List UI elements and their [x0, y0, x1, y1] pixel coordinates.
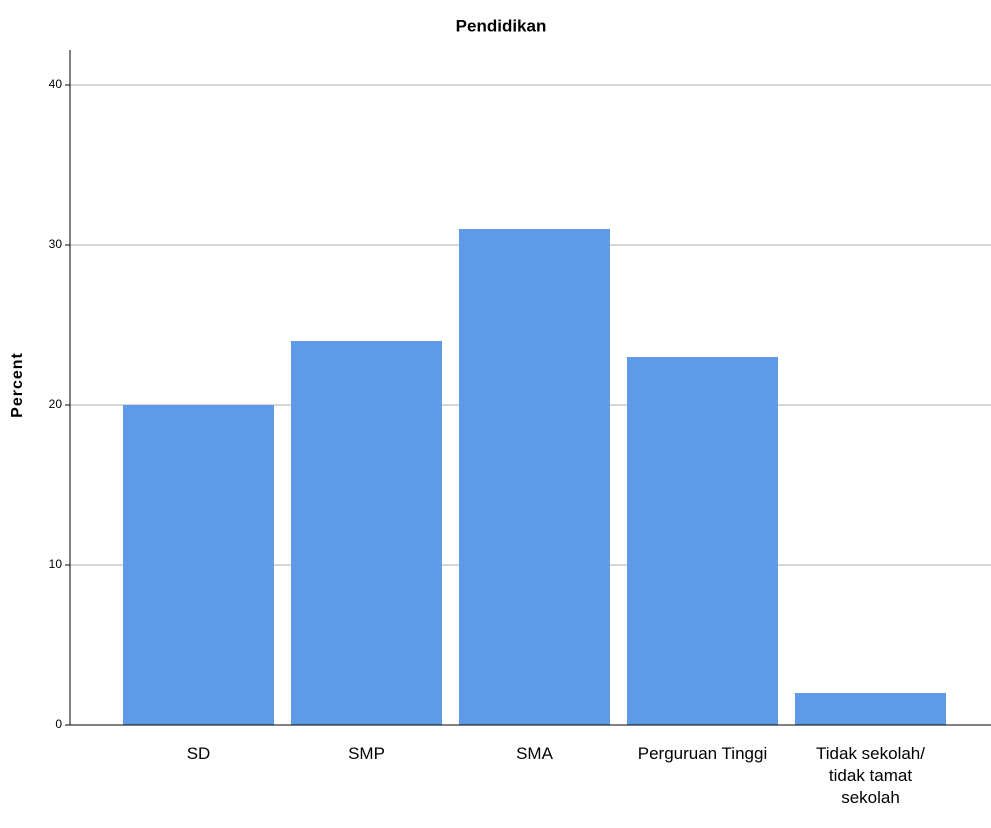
- bar: [291, 341, 442, 725]
- x-tick-label: Tidak sekolah/tidak tamat sekolah: [816, 744, 925, 807]
- bar: [123, 405, 274, 725]
- x-tick-label: SMP: [348, 744, 385, 763]
- y-tick-label: 20: [49, 397, 63, 411]
- x-tick-label: SMA: [516, 744, 554, 763]
- bar: [795, 693, 946, 725]
- y-tick-label: 10: [49, 557, 63, 571]
- bar: [459, 229, 610, 725]
- y-tick-label: 0: [55, 717, 62, 731]
- y-tick-label: 30: [49, 237, 63, 251]
- x-tick-label: SD: [187, 744, 211, 763]
- chart-title: Pendidikan: [456, 16, 547, 35]
- x-tick-label: Perguruan Tinggi: [638, 744, 767, 763]
- y-tick-label: 40: [49, 77, 63, 91]
- bar: [627, 357, 778, 725]
- y-axis-label: Percent: [9, 352, 26, 418]
